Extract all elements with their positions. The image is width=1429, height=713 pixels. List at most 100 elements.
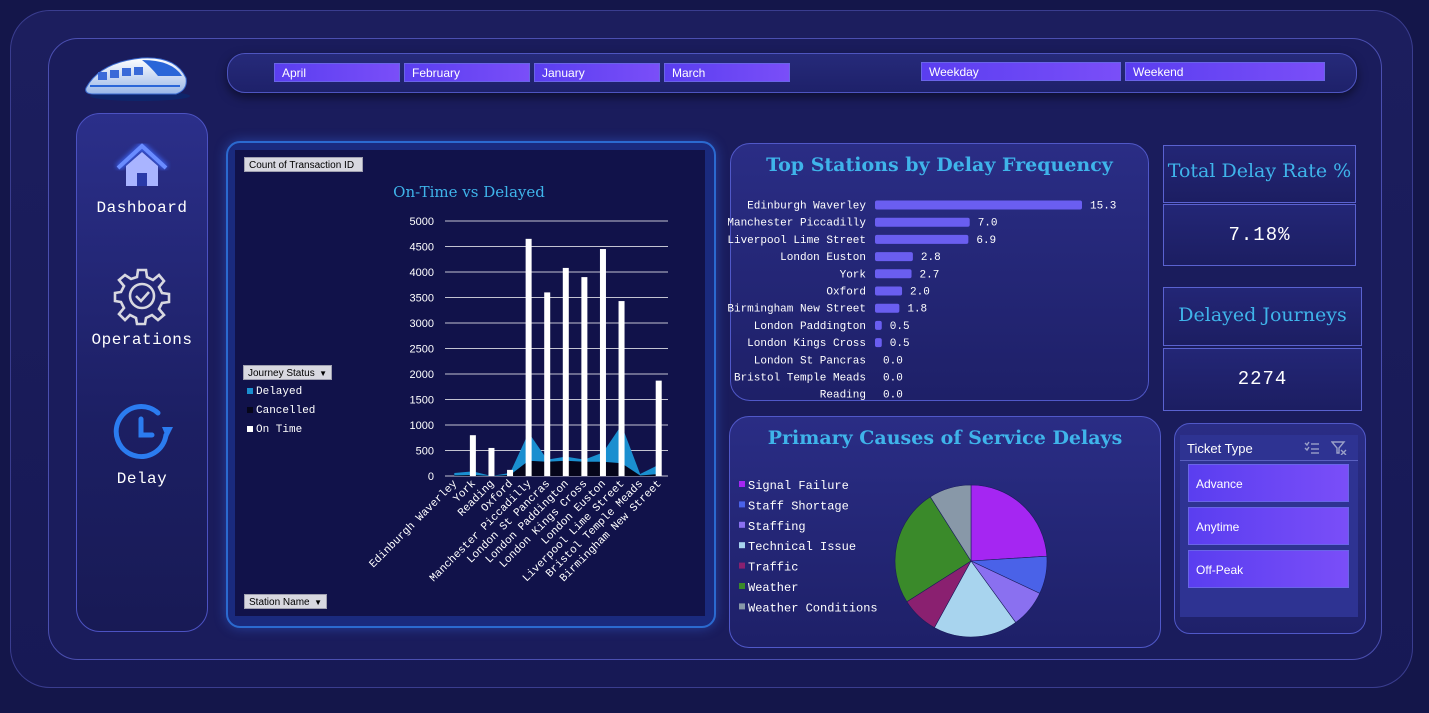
y-tick-label: 4500 [410, 242, 434, 254]
legend-label: Delayed [256, 386, 303, 398]
on-time-bar [525, 238, 532, 476]
station-value-label: 1.8 [907, 304, 927, 316]
station-value-label: 7.0 [978, 218, 998, 230]
station-value-label: 15.3 [1090, 201, 1116, 213]
pie-legend-label: Weather [748, 581, 798, 595]
pie-slice [933, 560, 1017, 638]
y-tick-label: 3500 [410, 293, 434, 305]
y-tick-label: 4000 [410, 267, 434, 279]
pie-legend-swatch [739, 481, 745, 487]
on-time-bar [562, 267, 569, 476]
dropdown-arrow-icon: ▼ [314, 598, 322, 607]
journey-status-label: Journey Status [248, 368, 315, 379]
nav-delay[interactable]: Delay [77, 399, 207, 488]
weekend-button[interactable]: Weekend [1125, 62, 1325, 81]
station-label: Edinburgh Waverley [747, 201, 866, 213]
pie-legend-label: Staffing [748, 520, 806, 534]
dropdown-arrow-icon: ▼ [319, 369, 327, 378]
ticket-off-peak-button[interactable]: Off-Peak [1188, 550, 1349, 588]
station-label: Birmingham New Street [727, 304, 866, 316]
nav-dashboard-label: Dashboard [96, 199, 188, 217]
pie-legend-label: Staff Shortage [748, 499, 849, 513]
pie-slice [970, 484, 1048, 562]
home-icon [115, 141, 169, 186]
station-value-label: 2.0 [910, 287, 930, 299]
station-value-label: 2.8 [921, 252, 941, 264]
station-bar [875, 338, 882, 348]
weekday-button[interactable]: Weekday [921, 62, 1121, 81]
station-bar [875, 200, 1082, 210]
on-time-bar [507, 469, 514, 476]
nav-operations[interactable]: Operations [77, 266, 207, 349]
station-value-label: 0.5 [890, 338, 910, 350]
on-time-bar [544, 292, 551, 476]
delayed-journeys-title: Delayed Journeys [1178, 304, 1347, 326]
station-label: Manchester Piccadilly [727, 218, 866, 230]
values-field-button[interactable]: Count of Transaction ID [244, 157, 363, 172]
delayed-journeys-value-box: 2274 [1163, 348, 1362, 411]
on-time-bar [599, 249, 606, 476]
station-bar [875, 303, 900, 313]
pie-slice [894, 496, 972, 603]
slicer-divider [1180, 460, 1358, 461]
y-tick-label: 5000 [410, 216, 434, 228]
ticket-type-title: Ticket Type [1187, 441, 1253, 456]
pie-legend-label: Traffic [748, 561, 798, 575]
on-time-bar [618, 301, 625, 476]
station-value-label: 6.9 [976, 235, 996, 247]
clock-refresh-icon [113, 404, 173, 460]
nav-dashboard[interactable]: Dashboard [77, 140, 207, 217]
journey-status-field-button[interactable]: Journey Status ▼ [243, 365, 332, 380]
station-value-label: 0.0 [883, 373, 903, 385]
pie-legend-swatch [739, 562, 745, 569]
clear-filter-icon[interactable] [1331, 441, 1347, 455]
nav-delay-label: Delay [116, 470, 168, 488]
legend-swatch [247, 388, 253, 394]
station-label: York [840, 269, 867, 281]
legend-item-on-time: On Time [247, 421, 315, 440]
top-stations-panel: Top Stations by Delay Frequency [730, 143, 1149, 401]
pie-legend-label: Weather Conditions [748, 601, 878, 615]
y-tick-label: 1500 [410, 395, 434, 407]
station-label: London St Pancras [754, 355, 866, 367]
on-time-bar [581, 277, 588, 476]
legend-item-delayed: Delayed [247, 383, 315, 402]
multi-select-icon[interactable] [1304, 441, 1320, 455]
station-label: Bristol Temple Meads [734, 373, 866, 385]
month-february-button[interactable]: February [404, 63, 530, 82]
pie-legend-swatch [739, 521, 745, 528]
pie-legend-swatch [739, 603, 745, 610]
legend-item-cancelled: Cancelled [247, 402, 315, 421]
station-label: Reading [820, 390, 866, 402]
station-value-label: 0.5 [890, 321, 910, 333]
station-bar [875, 320, 882, 330]
delay-rate-title-box: Total Delay Rate % [1163, 145, 1356, 203]
cancelled-area [454, 460, 659, 476]
station-bar [875, 252, 913, 262]
ticket-advance-button[interactable]: Advance [1188, 464, 1349, 502]
station-bar [875, 234, 969, 244]
delay-rate-value: 7.18% [1228, 224, 1291, 246]
y-tick-label: 0 [428, 471, 434, 483]
station-bar [875, 286, 903, 296]
nav-operations-label: Operations [91, 331, 193, 349]
month-january-button[interactable]: January [534, 63, 660, 82]
station-chart-area [235, 150, 705, 616]
pie-legend-label: Signal Failure [748, 479, 849, 493]
on-time-bar [655, 380, 662, 476]
delay-causes-title: Primary Causes of Service Delays [767, 427, 1123, 449]
station-name-field-button[interactable]: Station Name ▼ [244, 594, 327, 609]
gear-check-icon [113, 268, 171, 326]
delay-rate-value-box: 7.18% [1163, 204, 1356, 266]
pie-legend-swatch [739, 583, 745, 589]
month-april-button[interactable]: April [274, 63, 400, 82]
legend-label: On Time [256, 424, 303, 436]
on-time-bar [469, 435, 476, 476]
y-tick-label: 3000 [410, 318, 434, 330]
station-value-label: 0.0 [883, 355, 903, 367]
pie-legend-swatch [739, 501, 745, 508]
ticket-anytime-button[interactable]: Anytime [1188, 507, 1349, 545]
month-march-button[interactable]: March [664, 63, 790, 82]
station-label: Oxford [826, 287, 866, 299]
